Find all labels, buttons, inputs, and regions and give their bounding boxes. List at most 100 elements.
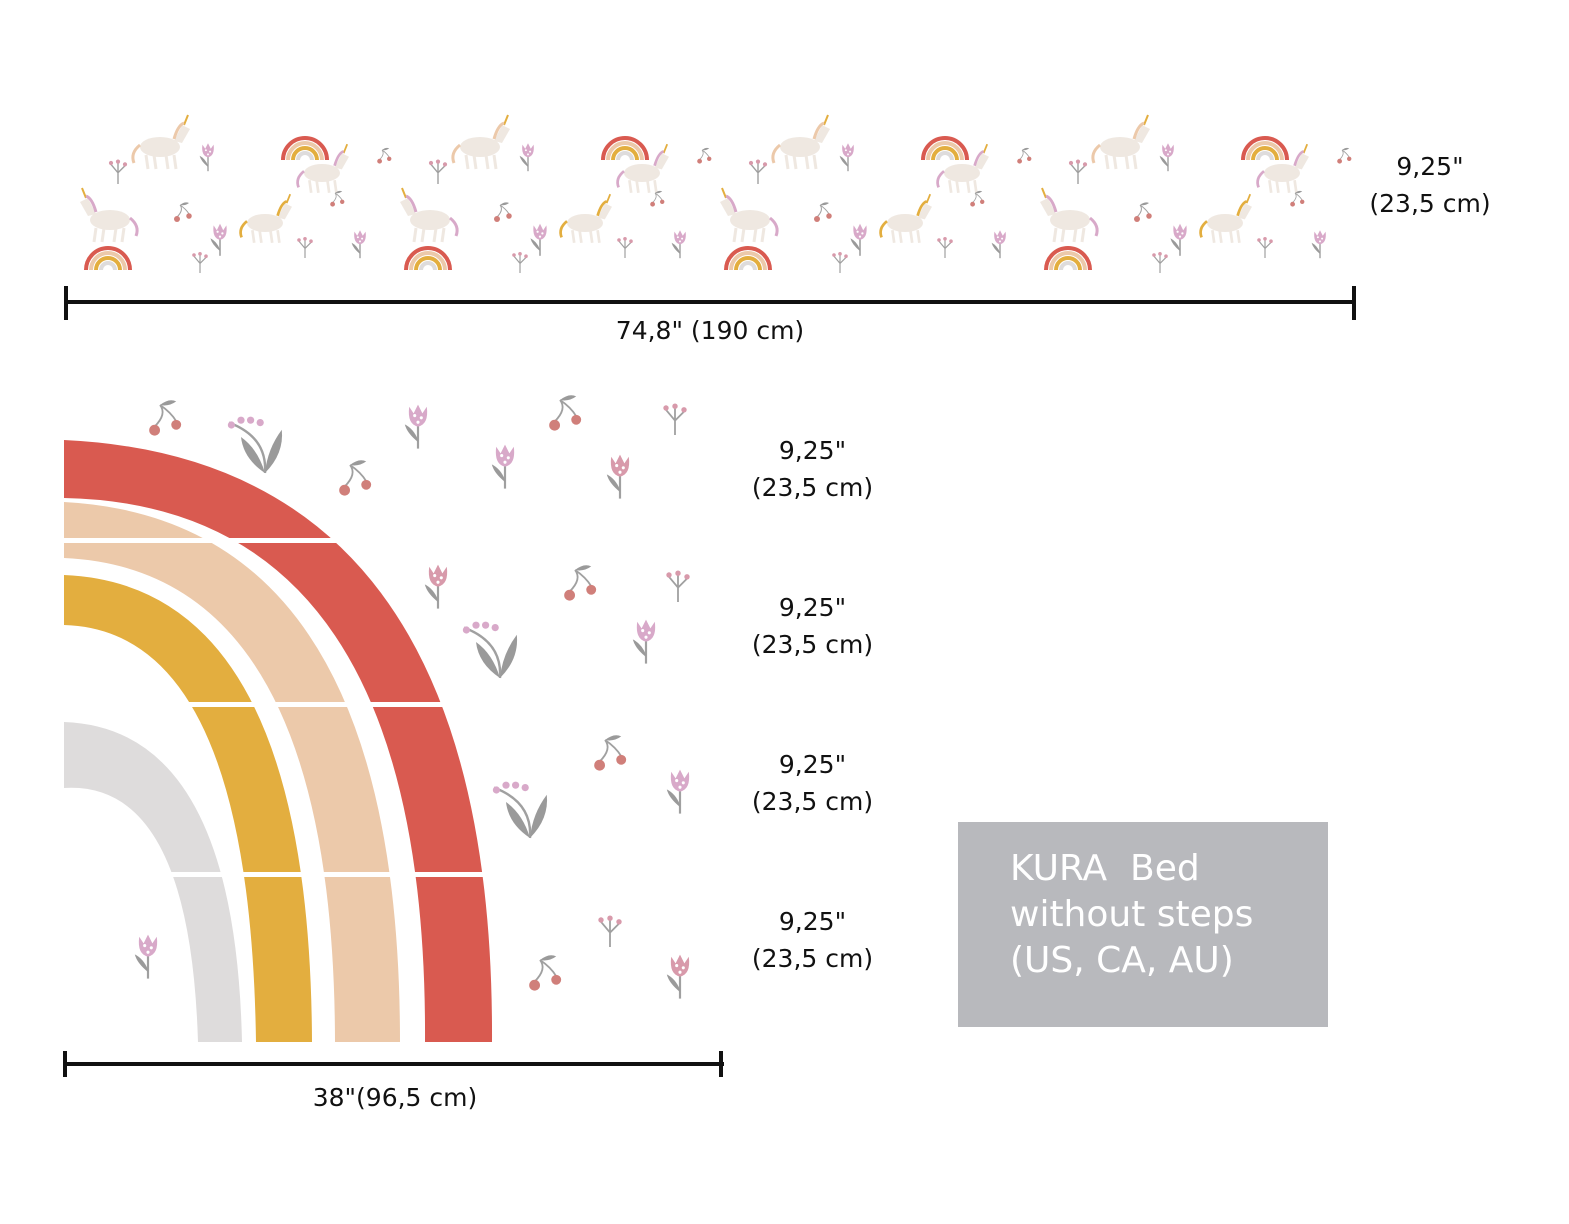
unicorn-icon bbox=[80, 187, 139, 243]
cherry-icon bbox=[1017, 147, 1032, 164]
panel-height-label-2: 9,25" (23,5 cm) bbox=[745, 589, 880, 663]
flower-icon bbox=[519, 143, 534, 172]
cherry-icon bbox=[529, 955, 562, 991]
panel-height-cm: (23,5 cm) bbox=[751, 944, 874, 973]
rainbow-mustard-band bbox=[64, 575, 312, 1042]
sprig-icon bbox=[937, 237, 953, 259]
flower-icon bbox=[404, 404, 428, 449]
strip-height-cm: (23,5 cm) bbox=[1369, 189, 1491, 218]
flower-icon bbox=[134, 934, 158, 979]
unicorn-icon bbox=[239, 193, 292, 243]
lily-icon bbox=[227, 416, 283, 474]
mini-rainbow-icon bbox=[921, 136, 969, 161]
flower-icon bbox=[1170, 223, 1187, 256]
rainbow-width-tick-right bbox=[719, 1051, 723, 1077]
panel-height-inches: 9,25" bbox=[778, 750, 847, 779]
sprig-icon bbox=[1152, 252, 1168, 274]
panel-divider-1 bbox=[64, 538, 720, 543]
sprig-icon bbox=[598, 915, 622, 948]
bed-regions-line: (US, CA, AU) bbox=[1010, 940, 1234, 981]
mini-rainbow-icon bbox=[1044, 246, 1092, 271]
flower-icon bbox=[671, 230, 686, 259]
sprig-icon bbox=[192, 252, 208, 274]
mini-rainbow-icon bbox=[84, 246, 132, 271]
mini-rainbow-icon bbox=[404, 246, 452, 271]
cherry-icon bbox=[494, 202, 512, 222]
flower-icon bbox=[199, 143, 214, 172]
unicorn-icon bbox=[1091, 114, 1150, 170]
unicorn-icon bbox=[296, 143, 349, 193]
flower-icon bbox=[632, 619, 656, 664]
unicorn-icon bbox=[879, 193, 932, 243]
cherry-icon bbox=[814, 202, 832, 222]
sprig-icon bbox=[1257, 237, 1273, 259]
cherry-icon bbox=[549, 395, 582, 431]
strip-width-tick-right bbox=[1352, 286, 1356, 320]
sprig-icon bbox=[297, 237, 313, 259]
bed-compatibility-text: KURA Bed without steps (US, CA, AU) bbox=[1010, 846, 1253, 984]
sprig-icon bbox=[617, 237, 633, 259]
rainbow-width-tick-left bbox=[63, 1051, 67, 1077]
unicorn-rainbow-strip bbox=[80, 114, 1352, 274]
cherry-icon bbox=[174, 202, 192, 222]
sprig-icon bbox=[108, 159, 128, 184]
flower-icon bbox=[666, 954, 690, 999]
flower-icon bbox=[1159, 143, 1174, 172]
flower-icon bbox=[351, 230, 366, 259]
cherry-icon bbox=[377, 147, 392, 164]
flower-icon bbox=[1311, 230, 1326, 259]
rainbow-red-band bbox=[64, 440, 493, 1042]
panel-height-cm: (23,5 cm) bbox=[751, 473, 874, 502]
strip-tile bbox=[80, 114, 392, 274]
sprig-icon bbox=[1068, 159, 1088, 184]
unicorn-icon bbox=[720, 187, 779, 243]
bed-variant-line: without steps bbox=[1010, 894, 1254, 935]
cherry-icon bbox=[1134, 202, 1152, 222]
flower-icon bbox=[839, 143, 854, 172]
panel-height-inches: 9,25" bbox=[778, 907, 847, 936]
strip-width-tick-left bbox=[64, 286, 68, 320]
lily-icon bbox=[462, 621, 518, 679]
strip-tile bbox=[400, 114, 712, 274]
cherry-icon bbox=[1337, 147, 1352, 164]
cherry-icon bbox=[594, 735, 627, 771]
panel-height-cm: (23,5 cm) bbox=[751, 787, 874, 816]
sprig-icon bbox=[428, 159, 448, 184]
flower-icon bbox=[424, 564, 448, 609]
panel-height-label-1: 9,25" (23,5 cm) bbox=[745, 432, 880, 506]
cherry-icon bbox=[149, 400, 182, 436]
unicorn-icon bbox=[1256, 143, 1309, 193]
rainbow-width-line bbox=[64, 1062, 724, 1066]
panel-height-cm: (23,5 cm) bbox=[751, 630, 874, 659]
rainbow-peach-band bbox=[64, 502, 400, 1042]
cherry-icon bbox=[697, 147, 712, 164]
mini-rainbow-icon bbox=[281, 136, 329, 161]
panel-divider-3 bbox=[64, 872, 720, 877]
strip-tile bbox=[1040, 114, 1352, 274]
sprig-icon bbox=[748, 159, 768, 184]
sprig-icon bbox=[512, 252, 528, 274]
bed-model-line: KURA Bed bbox=[1010, 848, 1200, 889]
strip-tile bbox=[720, 114, 1032, 274]
panel-divider-2 bbox=[64, 702, 720, 707]
sprig-icon bbox=[832, 252, 848, 274]
flower-icon bbox=[530, 223, 547, 256]
cherry-icon bbox=[650, 190, 665, 207]
mini-rainbow-icon bbox=[601, 136, 649, 161]
unicorn-icon bbox=[559, 193, 612, 243]
sprig-icon bbox=[666, 570, 690, 603]
panel-height-label-3: 9,25" (23,5 cm) bbox=[745, 746, 880, 820]
sprig-icon bbox=[663, 403, 687, 436]
strip-width-line bbox=[66, 300, 1356, 304]
flower-icon bbox=[991, 230, 1006, 259]
panel-height-inches: 9,25" bbox=[778, 436, 847, 465]
flower-icon bbox=[606, 454, 630, 499]
flower-icon bbox=[491, 444, 515, 489]
bed-compatibility-box: KURA Bed without steps (US, CA, AU) bbox=[958, 822, 1328, 1027]
lily-icon bbox=[492, 781, 548, 839]
unicorn-icon bbox=[936, 143, 989, 193]
unicorn-icon bbox=[1040, 187, 1099, 243]
unicorn-icon bbox=[131, 114, 190, 170]
cherry-icon bbox=[564, 565, 597, 601]
cherry-icon bbox=[339, 460, 372, 496]
